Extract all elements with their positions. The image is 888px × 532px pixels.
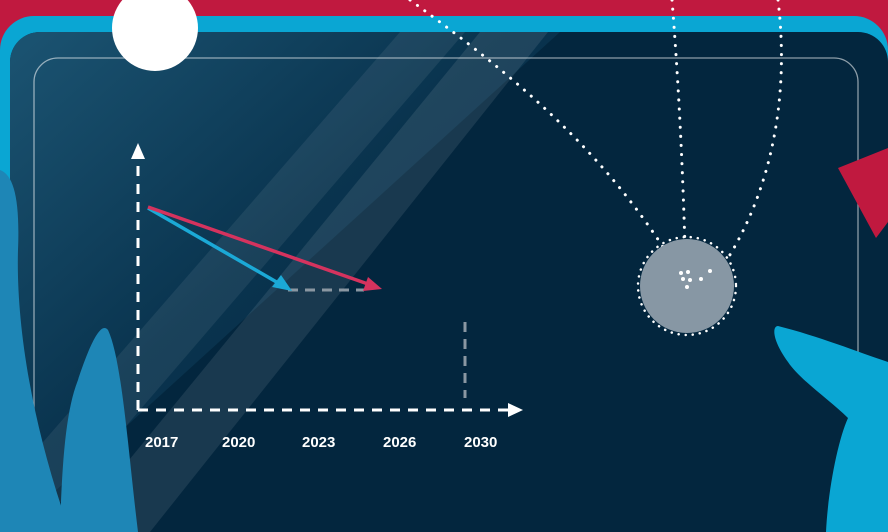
hand-front-left xyxy=(60,328,138,532)
hanging-strings xyxy=(408,0,783,287)
x-tick-label: 2017 xyxy=(145,434,178,451)
x-tick-label: 2030 xyxy=(464,434,497,451)
chart-axes xyxy=(131,143,523,417)
globe-icon xyxy=(636,235,738,337)
circle-icon xyxy=(112,0,198,71)
trend-arrow-red xyxy=(147,205,382,291)
x-tick-label: 2020 xyxy=(222,434,255,451)
inner-frame xyxy=(33,57,859,532)
y-axis-arrowhead xyxy=(131,143,145,159)
x-tick-label: 2026 xyxy=(383,434,416,451)
hand-right xyxy=(774,326,888,532)
light-beam-2 xyxy=(70,32,548,532)
trend-arrow-blue xyxy=(147,206,292,291)
red-triangle xyxy=(838,148,888,238)
x-tick-label: 2023 xyxy=(302,434,335,451)
x-axis-arrowhead xyxy=(508,403,523,417)
hand-back-left xyxy=(0,170,70,532)
